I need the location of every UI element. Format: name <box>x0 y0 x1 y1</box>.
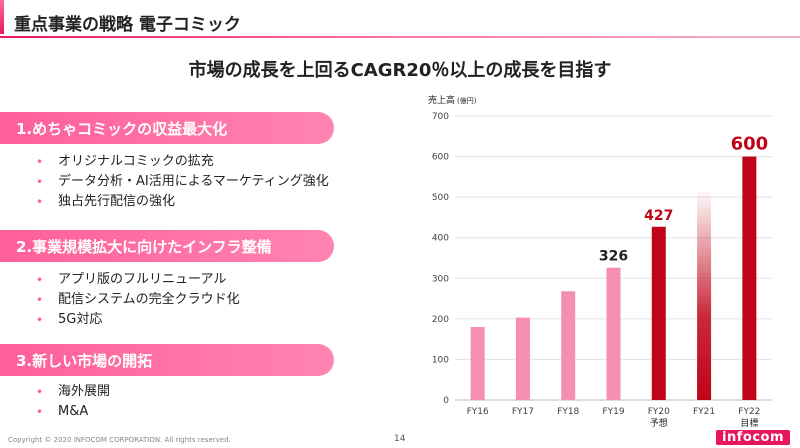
list-item: • M&A <box>36 402 110 422</box>
bullet-dot-icon: • <box>36 155 44 169</box>
y-tick-label: 400 <box>432 234 449 244</box>
y-axis-title: 売上高 <box>428 94 455 106</box>
bar-fy21 <box>697 189 712 400</box>
x-tick-label: FY19 <box>602 407 624 417</box>
y-tick-label: 700 <box>432 112 449 122</box>
list-item-text: M&A <box>58 404 89 419</box>
list-item: • 独占先行配信の強化 <box>36 192 329 212</box>
y-tick-label: 600 <box>432 153 449 163</box>
y-tick-label: 300 <box>432 274 449 284</box>
bullet-dot-icon: • <box>36 195 44 209</box>
page-number: 14 <box>394 434 406 444</box>
section-1-header: 1.めちゃコミックの収益最大化 <box>0 112 334 144</box>
bullet-dot-icon: • <box>36 175 44 189</box>
list-item-text: 配信システムの完全クラウド化 <box>58 292 240 307</box>
x-sub-label: 予想 <box>650 417 668 429</box>
list-item-text: アプリ版のフルリニューアル <box>58 272 227 287</box>
title-divider <box>0 36 800 38</box>
revenue-bar-chart: 売上高 (億円) 0 100 200 300 400 500 600 700 FY16 FY17 F… <box>428 94 772 429</box>
data-label: 600 <box>731 134 769 155</box>
list-item: • 海外展開 <box>36 382 110 402</box>
section-3-list: • 海外展開 • M&A <box>36 382 110 422</box>
list-item: • データ分析・AI活用によるマーケティング強化 <box>36 172 329 192</box>
list-item-text: 独占先行配信の強化 <box>58 194 176 209</box>
x-tick-label: FY16 <box>467 407 489 417</box>
title-accent-bar <box>0 0 4 34</box>
page-title: 重点事業の戦略 電子コミック <box>14 15 241 35</box>
bar-fy16 <box>470 326 485 400</box>
list-item: • アプリ版のフルリニューアル <box>36 270 240 290</box>
list-item-text: データ分析・AI活用によるマーケティング強化 <box>58 174 329 189</box>
bullet-dot-icon: • <box>36 313 44 327</box>
bar-fy19 <box>606 267 621 400</box>
x-sub-label: 目標 <box>740 417 758 429</box>
y-tick-label: 0 <box>443 396 449 406</box>
data-label: 427 <box>644 208 673 224</box>
data-label: 326 <box>599 249 628 265</box>
section-3-header: 3.新しい市場の開拓 <box>0 344 334 376</box>
bar-fy20 <box>651 226 666 400</box>
y-axis-unit: (億円) <box>457 96 477 105</box>
x-tick-label: FY18 <box>557 407 579 417</box>
list-item-text: 5G対応 <box>58 312 103 327</box>
section-1-list: • オリジナルコミックの拡充 • データ分析・AI活用によるマーケティング強化 • 独… <box>36 152 329 212</box>
bullet-dot-icon: • <box>36 385 44 399</box>
x-tick-label: FY17 <box>512 407 534 417</box>
y-tick-label: 500 <box>432 193 449 203</box>
copyright-text: Copyright © 2020 INFOCOM CORPORATION. Al… <box>8 436 231 444</box>
y-tick-label: 100 <box>432 355 449 365</box>
bar-fy18 <box>561 291 576 400</box>
list-item: • 5G対応 <box>36 310 240 330</box>
headline: 市場の成長を上回るCAGR20％以上の成長を目指す <box>188 60 612 81</box>
list-item: • オリジナルコミックの拡充 <box>36 152 329 172</box>
bullet-dot-icon: • <box>36 405 44 419</box>
y-tick-label: 200 <box>432 315 449 325</box>
list-item-text: オリジナルコミックの拡充 <box>58 154 214 169</box>
list-item-text: 海外展開 <box>58 384 111 399</box>
bar-fy22 <box>742 156 757 400</box>
infocom-logo: infocom <box>716 430 790 445</box>
bar-fy17 <box>515 317 530 400</box>
x-tick-label: FY21 <box>693 407 715 417</box>
list-item: • 配信システムの完全クラウド化 <box>36 290 240 310</box>
section-2-list: • アプリ版のフルリニューアル • 配信システムの完全クラウド化 • 5G対応 <box>36 270 240 330</box>
x-tick-label: FY22 <box>738 407 760 417</box>
x-tick-label: FY20 <box>648 407 670 417</box>
bullet-dot-icon: • <box>36 273 44 287</box>
bullet-dot-icon: • <box>36 293 44 307</box>
section-2-header: 2.事業規模拡大に向けたインフラ整備 <box>0 230 334 262</box>
